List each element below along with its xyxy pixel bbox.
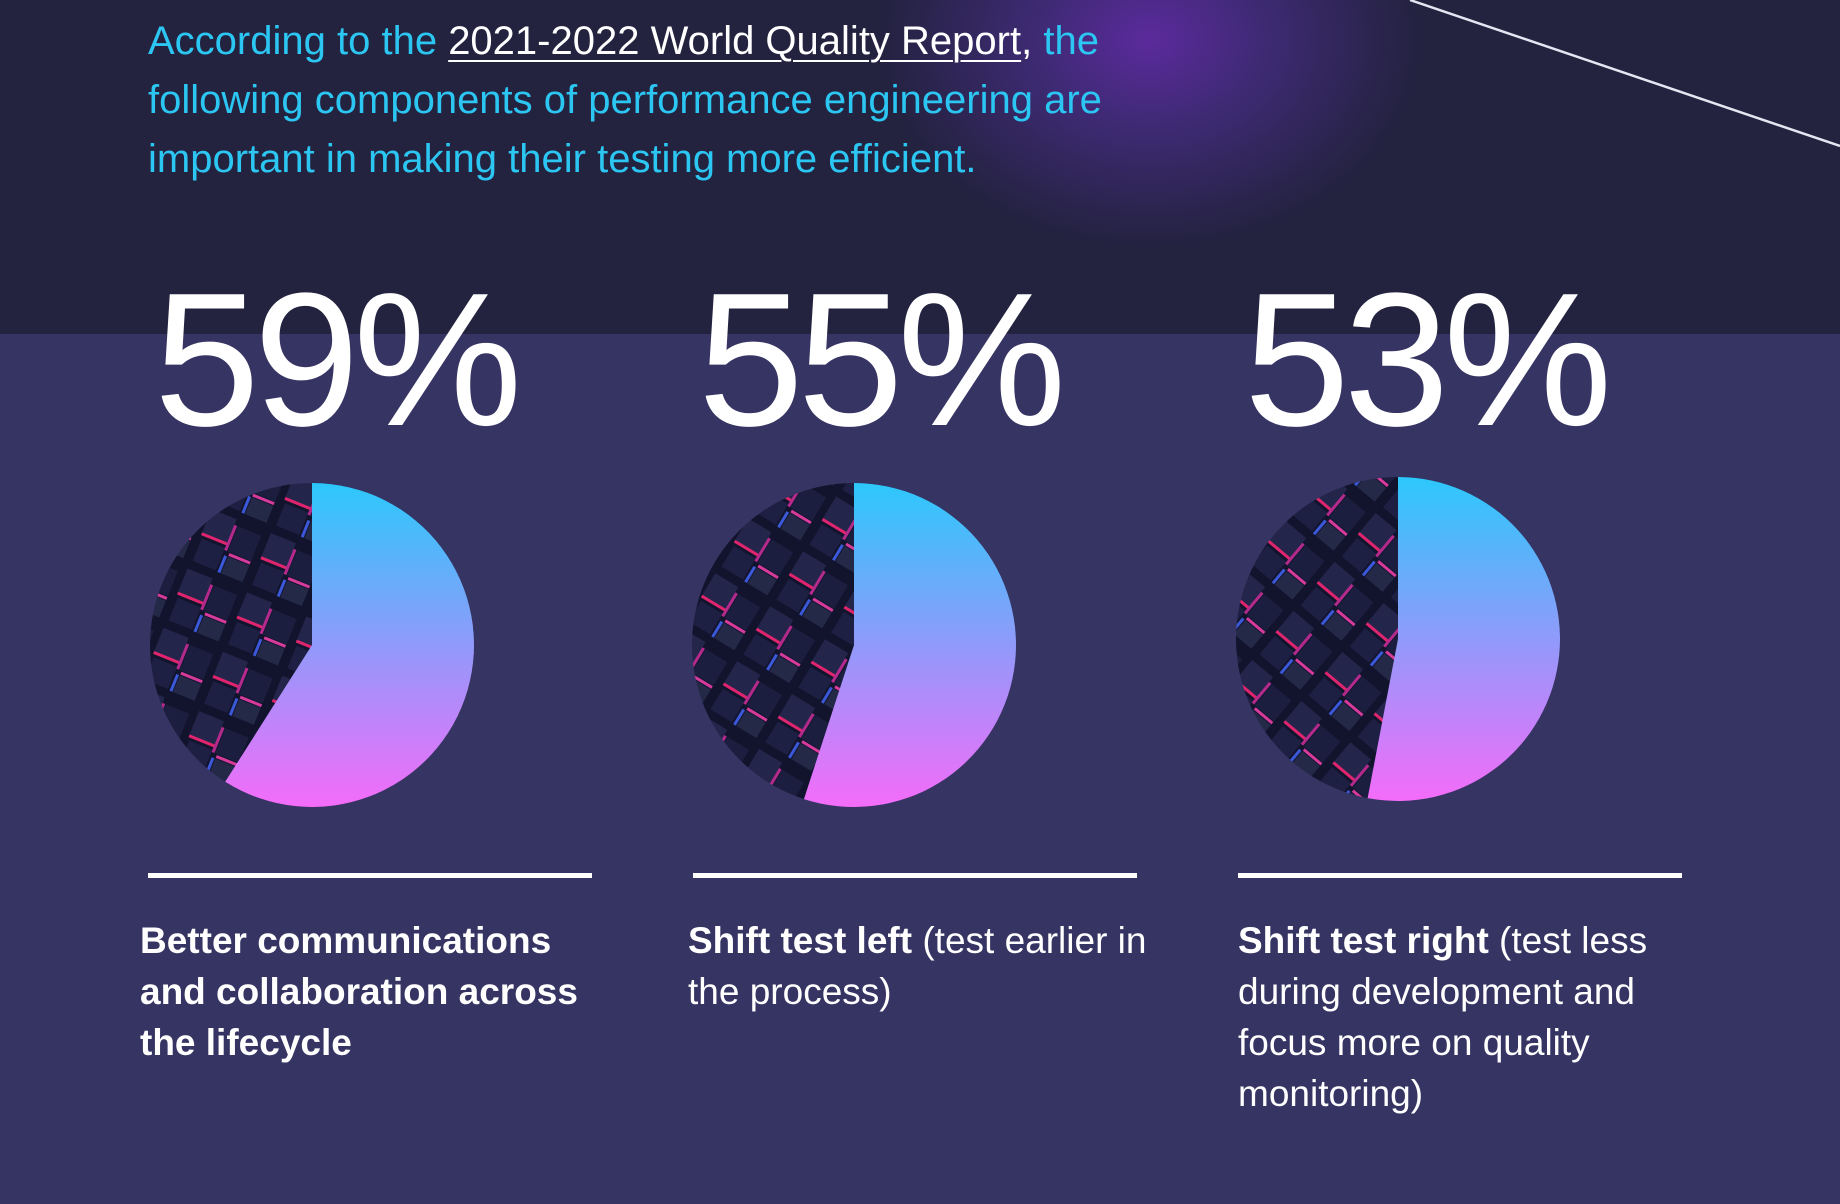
description-bold-1: Better communications and collaboration … <box>140 920 578 1063</box>
description-normal-2: (test earlier in the process) <box>688 920 1147 1012</box>
pie-chart-1 <box>150 483 475 808</box>
description-2: Shift test left (test earlier in the pro… <box>688 915 1148 1017</box>
pie-chart-3 <box>1236 477 1560 801</box>
intro-comma: , <box>1021 19 1033 63</box>
stat-value-1: 59% <box>154 254 522 466</box>
intro-rest: the following components of performance … <box>148 19 1102 181</box>
description-3: Shift test right (test less during devel… <box>1238 915 1698 1119</box>
divider-1 <box>148 873 592 878</box>
description-bold-2: Shift test left <box>688 920 913 961</box>
pie-slice-1 <box>225 483 475 808</box>
stat-value-2: 55% <box>698 254 1066 466</box>
intro-lead: According to the <box>148 19 438 63</box>
divider-3 <box>1238 873 1682 878</box>
stat-value-3: 53% <box>1244 254 1612 466</box>
description-bold-3: Shift test right <box>1238 920 1489 961</box>
description-1: Better communications and collaboration … <box>140 915 600 1068</box>
header-band <box>0 0 1840 334</box>
report-link[interactable]: 2021-2022 World Quality Report <box>448 19 1022 63</box>
divider-2 <box>693 873 1137 878</box>
pie-chart-2 <box>692 483 1017 807</box>
intro-text: According to the 2021-2022 World Quality… <box>148 12 1238 189</box>
pie-slice-2 <box>803 483 1017 807</box>
description-normal-3: (test less during development and focus … <box>1238 920 1648 1114</box>
decorative-line <box>1409 0 1840 148</box>
pie-slice-3 <box>1367 477 1560 801</box>
